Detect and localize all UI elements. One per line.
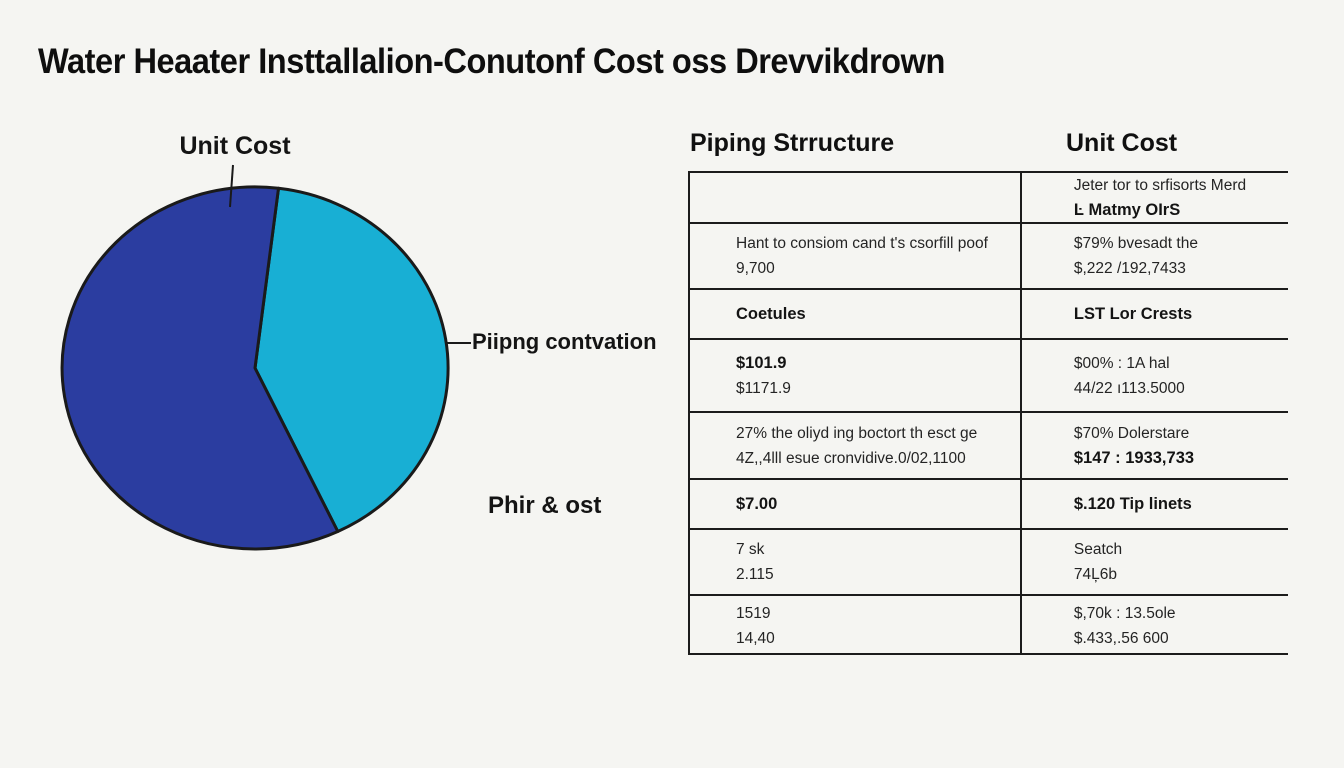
cell-line: 7 sk	[736, 541, 765, 558]
cell-line: $147 : 1933,733	[1073, 448, 1195, 467]
cell-line: 1519	[736, 604, 771, 622]
cell-line: Hant to consiom cand t's csorfill poof	[736, 235, 988, 252]
table-cell-cost: $00% : 1A hal 44/22 ı113.5000	[1019, 340, 1288, 411]
table-cell-cost: $79% bvesadt the $,222 /192,7433	[1019, 224, 1288, 288]
table-cell-piping: 7 sk 2.115	[690, 530, 1020, 594]
cell-line: Seatch	[1073, 541, 1123, 558]
cell-line: 27% the oliyd ing boctort th esct ge	[736, 424, 978, 442]
table-row: Hant to consiom cand t's csorfill poof 9…	[690, 222, 1288, 288]
pie-slices	[60, 185, 450, 551]
cell-line: 44/22 ı113.5000	[1073, 379, 1185, 397]
unit-cost-leader-line	[229, 164, 234, 208]
cell-line: $1171.9	[736, 379, 791, 397]
table-row: Jeter tor to srfisorts Merd Ŀ Matmy OIrS	[690, 171, 1288, 222]
cell-line: $.433,.56 600	[1073, 629, 1169, 647]
table-cell-cost: $.120 Tip linets	[1019, 480, 1288, 528]
table-row: Coetules LST Lor Crests	[690, 288, 1288, 338]
table-cell-cost: LST Lor Crests	[1019, 290, 1288, 338]
cell-line: 74Ļ6b	[1073, 566, 1117, 583]
table-cell-cost: $,70k : 13.5ole $.433,.56 600	[1019, 596, 1288, 655]
cell-line: $101.9	[736, 353, 787, 372]
cell-line: $.120 Tip linets	[1073, 494, 1192, 513]
cell-line: 9,700	[736, 260, 775, 277]
pie-chart	[60, 164, 471, 551]
table-cell-piping: 27% the oliyd ing boctort th esct ge 4Z,…	[690, 413, 1020, 478]
cell-line: Jeter tor to srfisorts Merd	[1073, 176, 1247, 194]
page-title: Water Heaater Insttallalion-Conutonf Cos…	[38, 42, 945, 81]
cell-line: 14,40	[736, 629, 775, 647]
cell-line: Ŀ Matmy OIrS	[1073, 200, 1181, 219]
table-cell-piping: Hant to consiom cand t's csorfill poof 9…	[690, 224, 1020, 288]
table-header-piping-structure: Piping Strructure	[690, 129, 895, 157]
pie-slice-unit-cost	[60, 185, 340, 551]
cell-line: $,70k : 13.5ole	[1073, 604, 1176, 622]
cell-line: LST Lor Crests	[1073, 304, 1193, 323]
cell-line: 4Z,,4lll esue cronvidive.0/02,1100	[736, 449, 966, 467]
cell-line: $00% : 1A hal	[1073, 354, 1170, 372]
table-cell-piping	[690, 173, 1020, 222]
table-header-unit-cost: Unit Cost	[1066, 129, 1178, 157]
table-cell-cost: Jeter tor to srfisorts Merd Ŀ Matmy OIrS	[1019, 173, 1288, 222]
cell-line: $70% Dolerstare	[1073, 424, 1190, 442]
cell-line: $7.00	[736, 494, 778, 513]
cell-line: $,222 /192,7433	[1073, 260, 1186, 277]
pie-label-unit-cost: Unit Cost	[179, 132, 291, 160]
table-cell-cost: Seatch 74Ļ6b	[1019, 530, 1288, 594]
table-cell-cost: $70% Dolerstare $147 : 1933,733	[1019, 413, 1288, 478]
table-cell-piping: $7.00	[690, 480, 1020, 528]
table-cell-piping: 1519 14,40	[690, 596, 1020, 655]
table-row: $101.9 $1171.9 $00% : 1A hal 44/22 ı113.…	[690, 338, 1288, 411]
cost-table: Jeter tor to srfisorts Merd Ŀ Matmy OIrS…	[688, 171, 1288, 655]
pie-slice-piipng-contvation	[253, 186, 450, 533]
pie-label-piping-contvation: Piipng contvation	[472, 329, 657, 354]
cell-line: $79% bvesadt the	[1073, 235, 1198, 252]
table-row: $7.00 $.120 Tip linets	[690, 478, 1288, 528]
table-cell-piping: $101.9 $1171.9	[690, 340, 1020, 411]
pie-label-phir-ost: Phir & ost	[488, 492, 602, 519]
cell-line: Coetules	[736, 304, 806, 323]
table-row: 27% the oliyd ing boctort th esct ge 4Z,…	[690, 411, 1288, 478]
cell-line: 2.115	[736, 566, 774, 583]
table-cell-piping: Coetules	[690, 290, 1020, 338]
table-row: 7 sk 2.115 Seatch 74Ļ6b	[690, 528, 1288, 594]
table-row: 1519 14,40 $,70k : 13.5ole $.433,.56 600	[690, 594, 1288, 655]
